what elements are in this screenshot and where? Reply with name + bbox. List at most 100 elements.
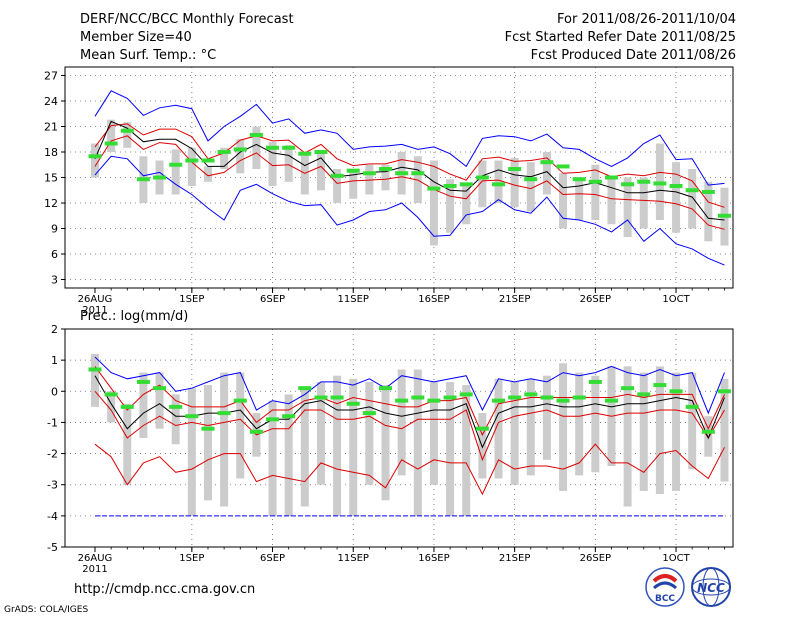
precip-ensemble-box	[236, 372, 245, 479]
temp-ensemble-box	[381, 164, 390, 191]
precip-obs-mark	[169, 404, 183, 409]
precip-ensemble-box	[462, 385, 471, 516]
precip-obs-mark	[266, 417, 280, 422]
temp-ensemble-box	[559, 173, 568, 229]
precip-ensemble-box	[413, 369, 422, 516]
temp-plot-frame	[64, 66, 734, 289]
temp-ytick-label: 15	[44, 172, 58, 185]
temp-obs-mark	[685, 188, 699, 193]
temp-obs-mark	[604, 175, 618, 180]
precip-ensemble-box	[542, 375, 551, 460]
temp-xtick-label: 6SEP	[260, 294, 285, 305]
temp-xtick-year: 2011	[82, 305, 107, 316]
precip-series-mean-line	[94, 375, 725, 449]
precip-ensemble-box	[91, 353, 99, 407]
precip-obs-mark	[314, 395, 328, 400]
precip-ensemble-box	[704, 416, 713, 457]
precip-ensemble-box	[220, 372, 229, 507]
precip-obs-mark	[362, 411, 376, 416]
ncc-logo-text: NCC	[697, 581, 725, 595]
precip-obs-mark	[524, 392, 538, 397]
precip-ytick-label: -2	[47, 448, 58, 461]
precip-obs-mark	[508, 395, 522, 400]
temp-obs-mark	[201, 158, 215, 163]
precip-obs-mark	[153, 386, 167, 391]
temp-ensemble-box	[123, 122, 132, 148]
precip-obs-mark	[330, 395, 344, 400]
temp-ytick-label: 18	[44, 146, 58, 159]
temp-xtick-label: 26SEP	[580, 294, 611, 305]
precip-panel-title: Prec.: log(mm/d)	[80, 309, 189, 324]
precip-ensemble-box	[155, 372, 164, 429]
temp-series-min-line	[94, 155, 725, 266]
temp-obs-mark	[669, 184, 683, 188]
member-size: Member Size=40	[80, 30, 192, 45]
bcc-logo-text: BCC	[655, 594, 675, 604]
temp-obs-mark	[153, 175, 167, 180]
temp-ensemble-box	[494, 160, 503, 203]
temp-ytick-label: 27	[44, 70, 58, 83]
precip-ytick-label: -3	[47, 479, 58, 492]
temp-ensemble-box	[107, 119, 116, 152]
temp-ensemble-box	[478, 160, 487, 208]
precip-ensemble-box	[672, 372, 681, 491]
precip-obs-mark	[88, 367, 102, 372]
temp-obs-mark	[346, 168, 360, 173]
precip-xtick-label: 1SEP	[179, 553, 204, 564]
precip-ensemble-box	[349, 378, 358, 516]
precip-xtick-label: 1OCT	[662, 553, 690, 564]
precip-xtick-label: 26AUG	[78, 553, 113, 564]
precip-ensemble-box	[591, 375, 600, 473]
variable-label: Mean Surf. Temp.: °C	[80, 48, 217, 63]
precip-ensemble-box	[123, 403, 132, 485]
precip-ensemble-box	[381, 385, 390, 501]
precip-ensemble-box	[559, 363, 568, 491]
temp-series-lower-line	[94, 135, 725, 230]
temp-ensemble-box	[575, 177, 584, 220]
precip-xtick-label: 11SEP	[338, 553, 369, 564]
forecast-period: For 2011/08/26-2011/10/04	[557, 12, 736, 27]
precip-obs-mark	[120, 404, 134, 409]
precip-obs-mark	[685, 404, 699, 409]
precip-ensemble-box	[107, 391, 116, 423]
temp-obs-mark	[185, 158, 199, 163]
precip-obs-mark	[136, 379, 150, 384]
precip-xtick-label: 26SEP	[580, 553, 611, 564]
temp-ensemble-box	[446, 179, 455, 233]
started-refer-date: Fcst Started Refer Date 2011/08/25	[504, 30, 736, 45]
temp-obs-mark	[508, 167, 522, 171]
temp-ytick-label: 9	[51, 223, 58, 236]
source-url[interactable]: http://cmdp.ncc.cma.gov.cn	[74, 582, 256, 597]
temp-obs-mark	[637, 179, 651, 184]
precip-ytick-label: -4	[47, 510, 58, 523]
temp-series-mean-line	[94, 120, 725, 221]
precip-obs-mark	[185, 414, 199, 419]
temp-xtick-label: 16SEP	[418, 294, 449, 305]
temp-ensemble-box	[672, 162, 681, 233]
precip-ensemble-box	[429, 381, 438, 485]
temp-obs-mark	[621, 182, 635, 187]
temp-obs-mark	[459, 182, 473, 187]
bcc-logo: BCC	[645, 567, 685, 607]
precip-obs-mark	[621, 386, 635, 391]
grads-credit: GrADS: COLA/IGES	[4, 605, 89, 615]
precip-ensemble-box	[575, 372, 584, 476]
temp-ensemble-box	[639, 177, 648, 229]
temp-obs-mark	[120, 128, 134, 133]
precip-ensemble-box	[365, 381, 374, 485]
ncc-logo: NCC	[691, 567, 731, 607]
precip-ytick-label: 1	[51, 354, 58, 367]
temp-obs-mark	[475, 175, 489, 180]
temp-xtick-label: 11SEP	[338, 294, 369, 305]
temp-ensemble-box	[607, 179, 616, 225]
temp-ytick-label: 21	[44, 121, 58, 134]
precip-xtick-label: 6SEP	[260, 553, 285, 564]
temp-ensemble-box	[333, 169, 342, 203]
temp-obs-mark	[136, 177, 150, 182]
precip-obs-mark	[637, 392, 651, 397]
precip-obs-mark	[201, 426, 215, 431]
precip-obs-mark	[346, 401, 360, 406]
precip-series-max-line	[94, 356, 725, 415]
temp-ensemble-box	[268, 141, 277, 186]
temp-obs-mark	[314, 150, 328, 154]
